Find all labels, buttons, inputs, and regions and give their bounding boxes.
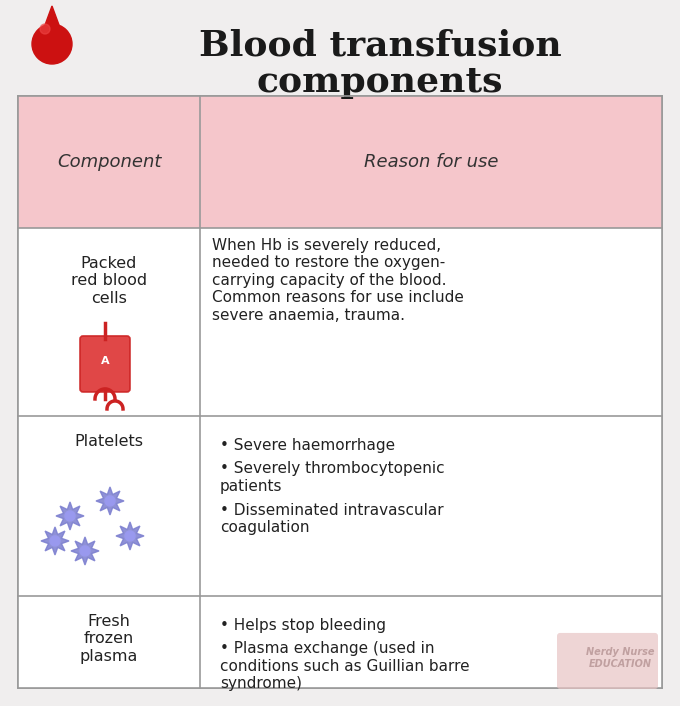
Text: When Hb is severely reduced,
needed to restore the oxygen-
carrying capacity of : When Hb is severely reduced, needed to r…: [212, 238, 464, 323]
Text: • Severely thrombocytopenic
patients: • Severely thrombocytopenic patients: [220, 461, 445, 493]
Polygon shape: [38, 6, 66, 44]
Text: A: A: [101, 356, 109, 366]
Polygon shape: [71, 537, 99, 565]
Circle shape: [125, 531, 135, 541]
Circle shape: [65, 511, 75, 521]
FancyBboxPatch shape: [557, 633, 658, 689]
Polygon shape: [41, 527, 69, 555]
Circle shape: [32, 24, 72, 64]
Text: • Helps stop bleeding: • Helps stop bleeding: [220, 618, 386, 633]
Circle shape: [80, 546, 90, 556]
Text: Platelets: Platelets: [75, 434, 143, 449]
Polygon shape: [116, 522, 144, 550]
Text: components: components: [257, 65, 503, 99]
Text: • Severe haemorrhage: • Severe haemorrhage: [220, 438, 395, 453]
Text: • Disseminated intravascular
coagulation: • Disseminated intravascular coagulation: [220, 503, 443, 535]
Circle shape: [105, 496, 115, 506]
Text: • Plasma exchange (used in
conditions such as Guillian barre
syndrome): • Plasma exchange (used in conditions su…: [220, 641, 470, 691]
FancyBboxPatch shape: [18, 96, 662, 228]
FancyBboxPatch shape: [18, 596, 662, 688]
Circle shape: [40, 24, 50, 34]
Polygon shape: [96, 487, 124, 515]
Text: Reason for use: Reason for use: [364, 153, 498, 171]
FancyBboxPatch shape: [18, 96, 662, 688]
Text: Component: Component: [57, 153, 161, 171]
Circle shape: [50, 536, 60, 546]
Text: Fresh
frozen
plasma: Fresh frozen plasma: [80, 614, 138, 664]
FancyBboxPatch shape: [18, 416, 662, 596]
FancyBboxPatch shape: [80, 336, 130, 392]
Text: Blood transfusion: Blood transfusion: [199, 29, 562, 63]
FancyBboxPatch shape: [18, 228, 662, 416]
Text: Nerdy Nurse
EDUCATION: Nerdy Nurse EDUCATION: [585, 647, 654, 669]
Text: Packed
red blood
cells: Packed red blood cells: [71, 256, 147, 306]
Polygon shape: [56, 502, 84, 530]
